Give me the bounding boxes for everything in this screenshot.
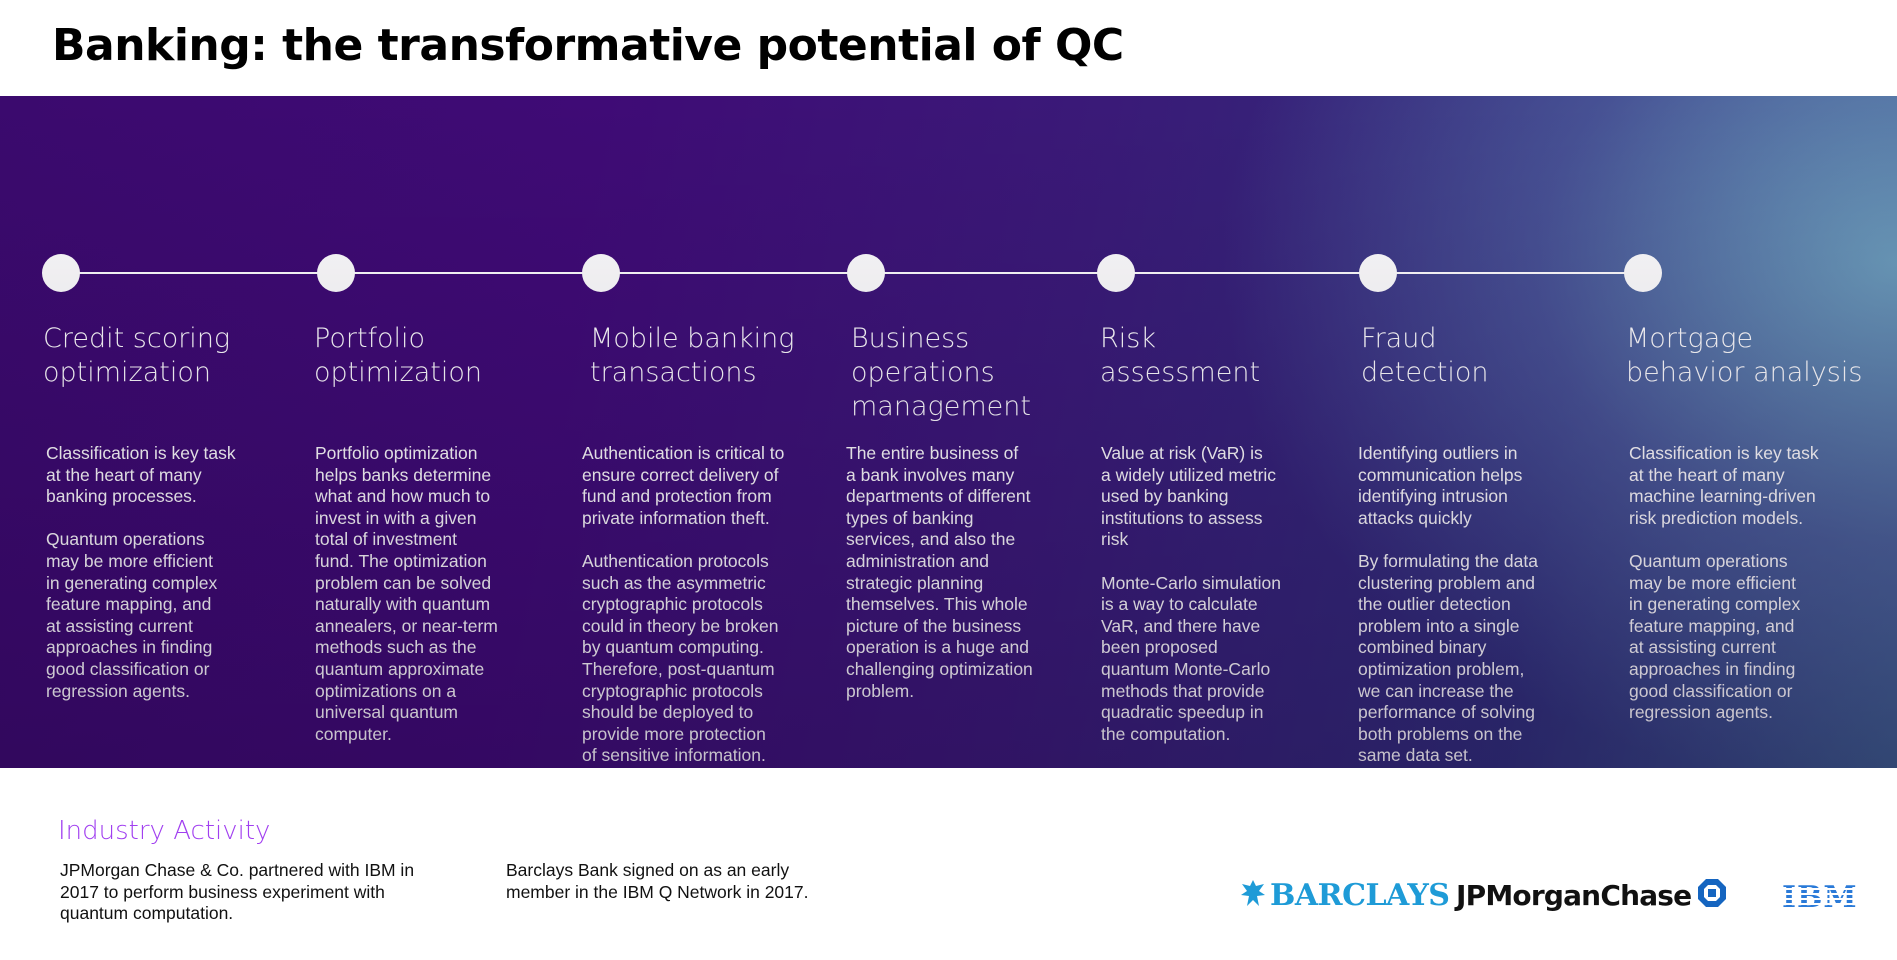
- column-body-fraud-detection: Identifying outliers in communication he…: [1358, 443, 1538, 766]
- industry-activity-heading: Industry Activity: [58, 816, 271, 846]
- timeline-dot: [582, 254, 620, 292]
- column-body-mortgage: Classification is key task at the heart …: [1629, 443, 1819, 723]
- ibm-logo: IBM: [1782, 880, 1858, 915]
- octagon-icon: [1697, 878, 1727, 913]
- barclays-wordmark: BARCLAYS: [1270, 878, 1450, 913]
- timeline-dot: [317, 254, 355, 292]
- timeline-dot: [1359, 254, 1397, 292]
- timeline-band: Credit scoring optimization Portfolio op…: [0, 96, 1897, 768]
- timeline-dot: [847, 254, 885, 292]
- industry-activity-barclays: Barclays Bank signed on as an early memb…: [506, 860, 809, 902]
- column-title-mobile-banking: Mobile banking transactions: [590, 323, 795, 388]
- page-title: Banking: the transformative potential of…: [52, 20, 1124, 71]
- column-title-risk-assessment: Risk assessment: [1100, 323, 1261, 388]
- column-title-business-operations: Business operations management: [851, 323, 1031, 422]
- eagle-icon: [1240, 878, 1266, 913]
- timeline-dot: [42, 254, 80, 292]
- column-body-mobile-banking: Authentication is critical to ensure cor…: [582, 443, 785, 766]
- column-title-mortgage: Mortgage behavior analysis: [1626, 323, 1863, 388]
- column-body-risk-assessment: Value at risk (VaR) is a widely utilized…: [1101, 443, 1281, 744]
- column-title-fraud-detection: Fraud detection: [1361, 323, 1489, 388]
- jpmorgan-wordmark: JPMorganChase: [1456, 879, 1692, 912]
- barclays-logo: BARCLAYS: [1240, 878, 1450, 913]
- column-title-portfolio: Portfolio optimization: [314, 323, 482, 388]
- column-body-credit-scoring: Classification is key task at the heart …: [46, 443, 236, 701]
- column-body-portfolio: Portfolio optimization helps banks deter…: [315, 443, 498, 744]
- industry-activity-jpmorgan: JPMorgan Chase & Co. partnered with IBM …: [60, 860, 415, 924]
- timeline-dot: [1624, 254, 1662, 292]
- column-title-credit-scoring: Credit scoring optimization: [43, 323, 231, 388]
- jpmorgan-logo: JPMorganChase: [1456, 878, 1727, 913]
- column-body-business-operations: The entire business of a bank involves m…: [846, 443, 1033, 701]
- timeline-dot: [1097, 254, 1135, 292]
